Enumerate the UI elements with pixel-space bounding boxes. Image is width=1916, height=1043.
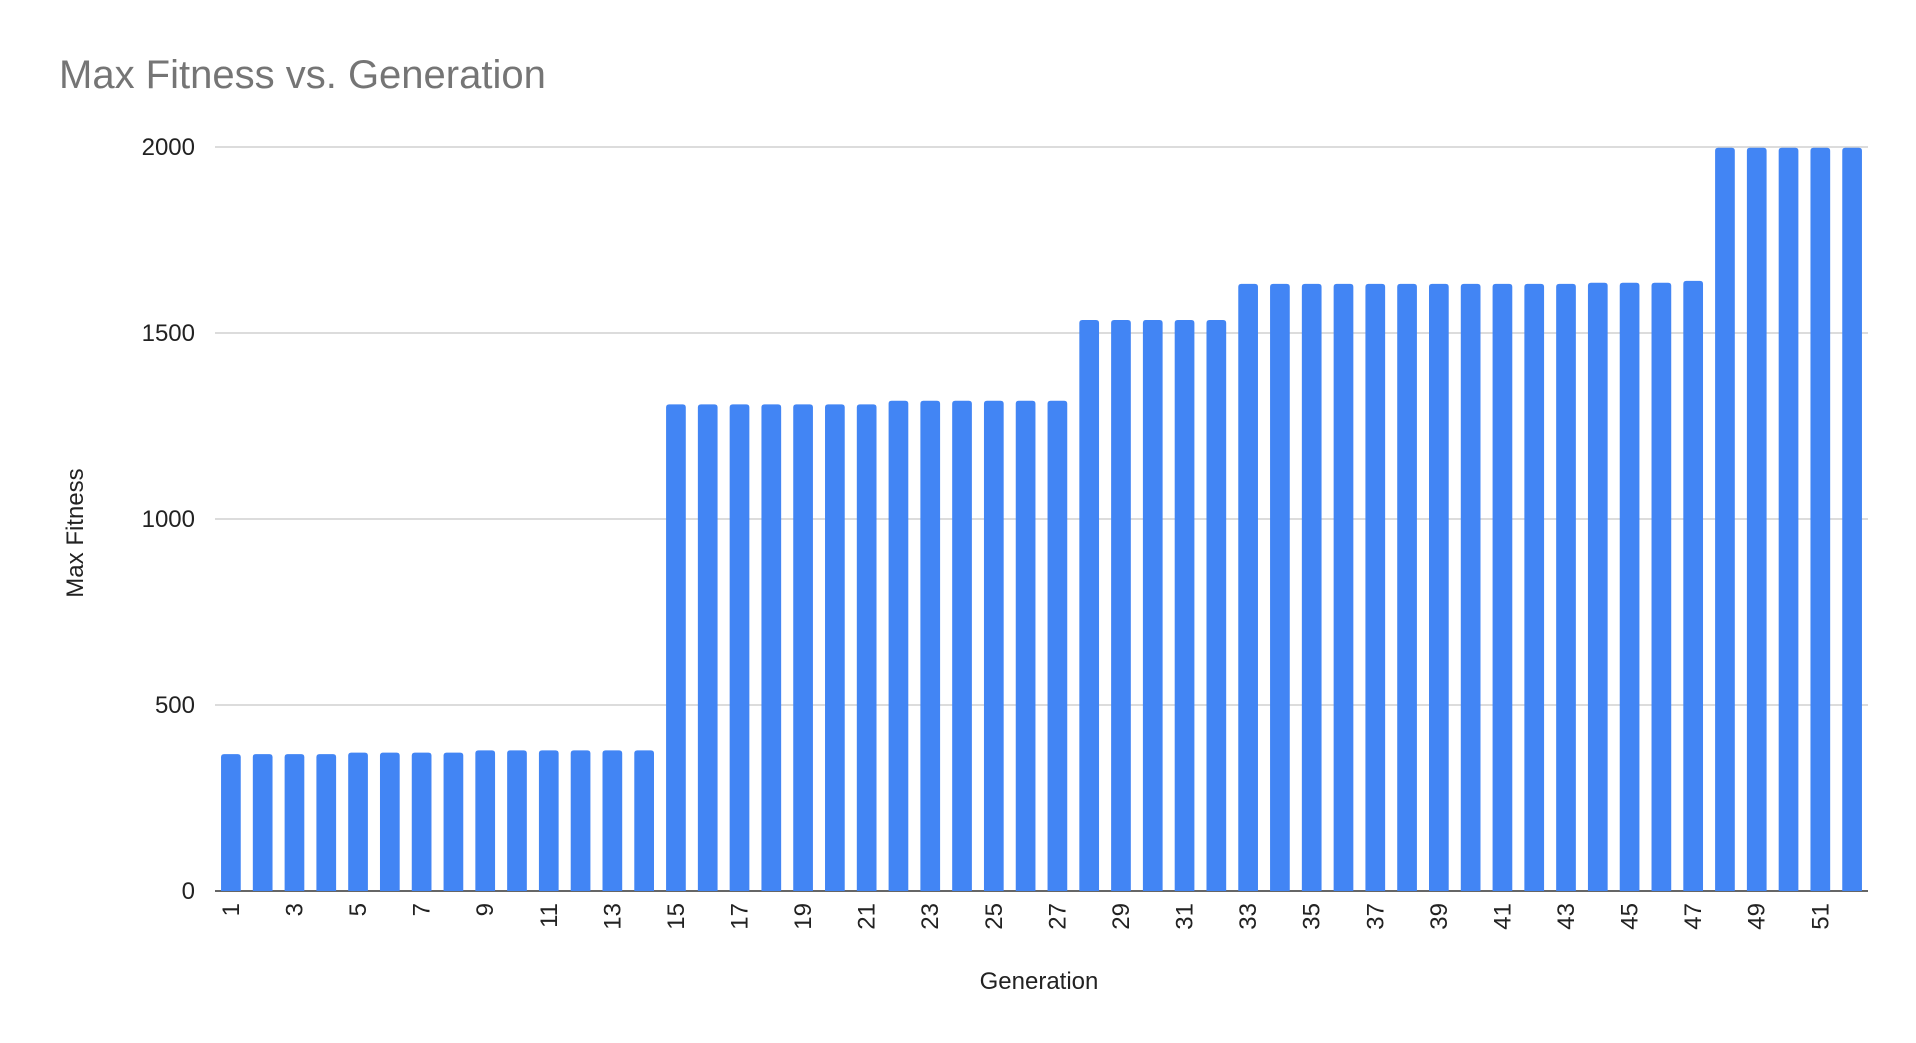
x-tick-label: 49 xyxy=(1744,903,1771,930)
bar-generation-3 xyxy=(284,754,305,891)
bar-generation-38 xyxy=(1397,283,1417,891)
bar-generation-48 xyxy=(1715,147,1735,891)
bar-generation-28 xyxy=(1079,319,1100,892)
x-tick-label: 19 xyxy=(790,903,817,930)
x-tick-label: 39 xyxy=(1426,903,1453,930)
bar-generation-6 xyxy=(379,752,400,891)
bar-generation-23 xyxy=(920,400,941,891)
bar-generation-46 xyxy=(1651,282,1672,891)
bar-generation-39 xyxy=(1429,283,1449,891)
bar-generation-50 xyxy=(1778,147,1799,891)
bar-generation-14 xyxy=(634,750,654,891)
x-tick-label: 3 xyxy=(281,903,308,916)
bar-generation-13 xyxy=(602,750,623,891)
bar-generation-29 xyxy=(1111,319,1131,892)
bar-generation-16 xyxy=(697,404,718,891)
bar-generation-49 xyxy=(1746,147,1767,891)
y-tick-label: 500 xyxy=(155,692,195,719)
bar-generation-18 xyxy=(761,404,782,891)
x-tick-label: 7 xyxy=(409,903,436,916)
bar-generation-47 xyxy=(1683,280,1704,891)
bar-generation-4 xyxy=(316,754,337,891)
bar-generation-37 xyxy=(1365,283,1386,891)
x-tick-label: 33 xyxy=(1235,903,1262,930)
x-tick-label: 27 xyxy=(1044,903,1071,930)
x-tick-label: 47 xyxy=(1680,903,1707,930)
y-axis-label: Max Fitness xyxy=(62,468,89,597)
bar-generation-21 xyxy=(856,404,877,891)
bar-generation-26 xyxy=(1015,400,1036,891)
bar-generation-12 xyxy=(570,750,591,891)
x-tick-label: 41 xyxy=(1489,903,1516,930)
bar-generation-5 xyxy=(348,752,368,891)
bar-generation-52 xyxy=(1842,147,1862,891)
y-tick-label: 2000 xyxy=(142,134,195,161)
bar-generation-41 xyxy=(1492,283,1513,891)
bar-generation-24 xyxy=(952,400,972,891)
bar-generation-8 xyxy=(443,752,464,891)
x-tick-label: 43 xyxy=(1553,903,1580,930)
bar-generation-32 xyxy=(1206,319,1227,892)
x-tick-label: 1 xyxy=(218,903,245,916)
bar-generation-27 xyxy=(1047,400,1068,891)
x-tick-label: 31 xyxy=(1172,903,1199,930)
bar-generation-30 xyxy=(1142,319,1163,892)
bar-generation-34 xyxy=(1270,283,1290,891)
y-tick-label: 1500 xyxy=(142,320,195,347)
bar-generation-20 xyxy=(825,404,845,891)
x-tick-label: 13 xyxy=(599,903,626,930)
y-tick-label: 0 xyxy=(182,878,195,905)
x-tick-labels: 1 3 5 7 9 11 13 15 17 19 21 23 25 27 29 31 33 35 37 39 41 43 4… xyxy=(218,903,1834,930)
bar-generation-2 xyxy=(252,754,273,891)
x-axis-label: Generation xyxy=(980,968,1099,995)
bar-generation-31 xyxy=(1174,319,1195,892)
bar-generation-19 xyxy=(793,404,813,891)
x-tick-label: 15 xyxy=(663,903,690,930)
x-tick-label: 5 xyxy=(345,903,372,916)
x-tick-label: 35 xyxy=(1299,903,1326,930)
bars xyxy=(221,147,1862,892)
bar-generation-33 xyxy=(1238,283,1258,891)
bar-generation-43 xyxy=(1556,283,1576,891)
bar-generation-42 xyxy=(1524,283,1545,891)
bar-generation-7 xyxy=(411,752,432,891)
bar-generation-9 xyxy=(475,750,496,891)
bar-generation-22 xyxy=(888,400,909,891)
chart-title: Max Fitness vs. Generation xyxy=(59,53,546,97)
x-tick-label: 25 xyxy=(981,903,1008,930)
y-tick-labels: 0 500 1000 1500 2000 xyxy=(142,134,195,905)
x-tick-label: 17 xyxy=(727,903,754,930)
y-tick-label: 1000 xyxy=(142,506,195,533)
x-tick-label: 51 xyxy=(1807,903,1834,930)
x-tick-label: 29 xyxy=(1108,903,1135,930)
bar-generation-45 xyxy=(1619,282,1640,891)
x-tick-label: 45 xyxy=(1617,903,1644,930)
bar-generation-36 xyxy=(1333,283,1354,891)
bar-generation-17 xyxy=(729,404,750,891)
x-tick-label: 21 xyxy=(854,903,881,930)
bar-generation-35 xyxy=(1301,283,1322,891)
x-tick-label: 11 xyxy=(536,903,563,928)
bar-generation-40 xyxy=(1460,283,1481,891)
bar-generation-25 xyxy=(983,400,1004,891)
bar-generation-11 xyxy=(538,750,559,891)
x-tick-label: 37 xyxy=(1362,903,1389,930)
bar-generation-15 xyxy=(666,404,686,891)
bar-generation-10 xyxy=(507,750,527,891)
bar-generation-44 xyxy=(1587,282,1608,891)
bar-generation-1 xyxy=(221,754,241,891)
bar-generation-51 xyxy=(1810,147,1831,891)
x-tick-label: 23 xyxy=(917,903,944,930)
x-tick-label: 9 xyxy=(472,903,499,916)
